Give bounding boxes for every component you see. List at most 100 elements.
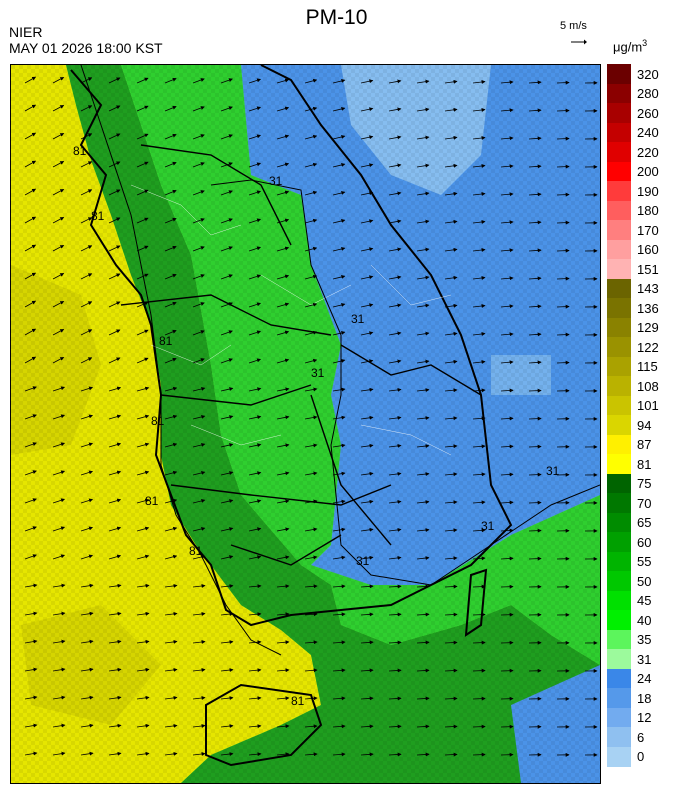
wind-arrow bbox=[80, 245, 93, 252]
legend-level-label: 70 bbox=[637, 495, 652, 511]
wind-arrow bbox=[304, 443, 318, 448]
wind-arrow bbox=[276, 471, 290, 476]
wind-arrow bbox=[276, 752, 290, 757]
legend-swatch bbox=[607, 493, 631, 513]
wind-arrow bbox=[332, 387, 346, 392]
wind-arrow bbox=[416, 528, 430, 533]
wind-arrow bbox=[500, 220, 514, 225]
legend-level-label: 160 bbox=[637, 242, 659, 258]
wind-arrow bbox=[360, 527, 374, 532]
wind-arrow bbox=[276, 612, 290, 617]
wind-arrow bbox=[164, 105, 177, 112]
wind-arrow bbox=[52, 133, 65, 140]
wind-arrow bbox=[360, 331, 374, 336]
wind-arrow bbox=[304, 415, 318, 420]
wind-arrow bbox=[416, 416, 430, 421]
wind-arrow bbox=[164, 357, 177, 364]
wind-arrow bbox=[472, 80, 486, 84]
wind-arrow bbox=[220, 415, 234, 420]
wind-arrow bbox=[192, 274, 205, 280]
wind-arrow bbox=[528, 80, 542, 85]
wind-arrow bbox=[52, 723, 66, 728]
wind-arrow bbox=[248, 330, 262, 336]
wind-arrow bbox=[136, 414, 150, 420]
wind-arrow bbox=[192, 752, 206, 756]
wind-arrow bbox=[304, 302, 318, 308]
wind-arrow bbox=[248, 106, 262, 112]
wind-arrow bbox=[388, 555, 402, 560]
wind-arrow bbox=[556, 164, 570, 169]
wind-arrow bbox=[52, 583, 66, 588]
wind-arrow bbox=[304, 162, 318, 168]
wind-arrow bbox=[332, 724, 346, 729]
wind-arrow bbox=[304, 752, 318, 757]
contour-label: 31 bbox=[269, 174, 283, 188]
wind-arrow bbox=[80, 386, 94, 392]
wind-arrow bbox=[108, 245, 121, 252]
wind-arrow bbox=[136, 189, 149, 196]
wind-arrow bbox=[528, 360, 542, 365]
wind-arrow bbox=[192, 724, 206, 728]
pm10-map[interactable]: 81 81 81 81 81 81 81 31 31 31 31 31 31 bbox=[10, 64, 601, 784]
wind-arrow bbox=[360, 107, 374, 112]
wind-arrow bbox=[108, 526, 122, 532]
wind-arrow bbox=[52, 695, 66, 700]
wind-arrow bbox=[332, 247, 346, 252]
wind-arrow bbox=[164, 611, 178, 616]
wind-arrow bbox=[360, 275, 374, 280]
wind-arrow bbox=[52, 639, 66, 644]
wind-arrow bbox=[472, 108, 486, 112]
wind-arrow bbox=[360, 415, 374, 420]
wind-arrow bbox=[332, 303, 346, 308]
wind-arrow bbox=[192, 330, 205, 336]
wind-arrow bbox=[220, 274, 233, 280]
legend-level-label: 65 bbox=[637, 515, 652, 531]
wind-arrow bbox=[444, 584, 458, 589]
wind-arrow bbox=[360, 668, 374, 673]
legend-level-label: 50 bbox=[637, 573, 652, 589]
legend-level-label: 40 bbox=[637, 612, 652, 628]
wind-arrow bbox=[80, 723, 94, 728]
legend-swatch bbox=[607, 122, 631, 143]
wind-arrow bbox=[500, 164, 514, 169]
wind-arrow bbox=[80, 442, 94, 448]
wind-arrow bbox=[220, 78, 233, 84]
contour-label: 81 bbox=[145, 494, 159, 508]
wind-arrow bbox=[444, 528, 458, 533]
wind-arrow bbox=[500, 500, 514, 505]
wind-arrow bbox=[472, 500, 486, 505]
wind-arrow bbox=[388, 191, 402, 196]
legend-swatch bbox=[607, 668, 631, 689]
wind-arrow bbox=[276, 330, 290, 336]
wind-arrow bbox=[472, 640, 486, 645]
wind-arrow bbox=[136, 611, 150, 616]
wind-arrow bbox=[388, 163, 402, 168]
legend-level-label: 240 bbox=[637, 125, 659, 141]
wind-arrow bbox=[360, 135, 374, 140]
legend-swatch bbox=[607, 64, 631, 84]
legend-level-label: 60 bbox=[637, 534, 652, 550]
legend-level-label: 87 bbox=[637, 437, 652, 453]
wind-arrow bbox=[220, 218, 233, 224]
wind-arrow bbox=[472, 752, 486, 757]
wind-arrow bbox=[136, 301, 149, 308]
wind-arrow bbox=[192, 218, 205, 224]
wind-arrow bbox=[360, 219, 374, 224]
wind-arrow bbox=[220, 640, 234, 645]
wind-arrow bbox=[276, 246, 290, 252]
wind-arrow bbox=[388, 668, 402, 673]
wind-arrow bbox=[192, 78, 205, 84]
wind-arrow bbox=[304, 330, 318, 336]
wind-arrow bbox=[500, 248, 514, 253]
wind-arrow bbox=[360, 499, 374, 504]
wind-arrow bbox=[136, 583, 150, 588]
wind-arrow bbox=[52, 667, 66, 672]
wind-arrow bbox=[444, 500, 458, 505]
wind-arrow bbox=[276, 302, 290, 308]
wind-arrow bbox=[220, 696, 234, 701]
legend-level-label: 31 bbox=[637, 651, 652, 667]
wind-arrow bbox=[388, 527, 402, 532]
wind-arrow bbox=[472, 696, 486, 701]
wind-arrow bbox=[108, 498, 122, 504]
wind-arrow bbox=[164, 329, 177, 336]
